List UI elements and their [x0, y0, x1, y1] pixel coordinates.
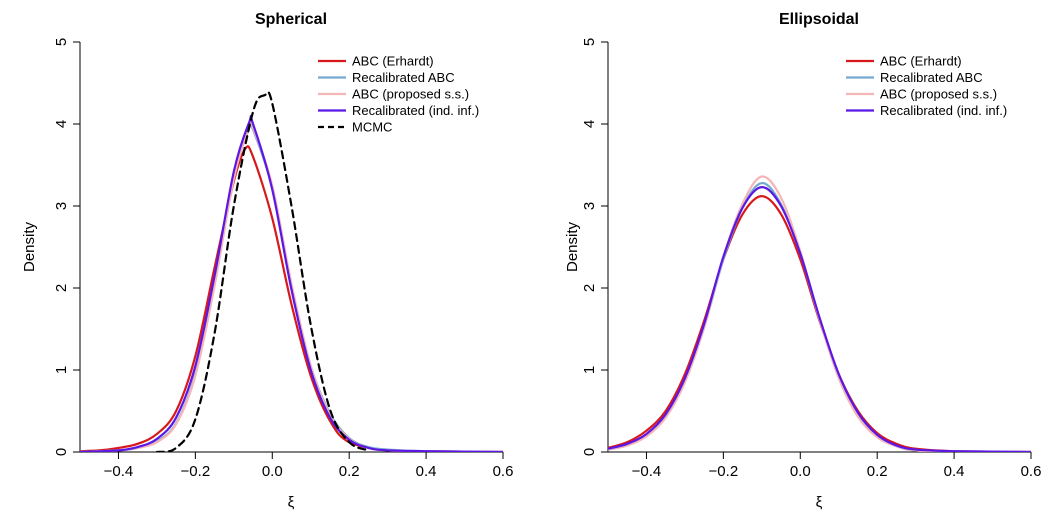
legend-label-recalibrated-ind-inf: Recalibrated (ind. inf.)	[352, 103, 479, 118]
y-tick-label: 4	[53, 120, 70, 128]
x-tick-label: −0.4	[632, 463, 662, 480]
y-tick-label: 4	[581, 120, 598, 128]
series-line-abc-erhardt	[608, 195, 1031, 452]
x-tick-label: 0.6	[1021, 463, 1042, 480]
y-tick-label: 5	[581, 38, 598, 46]
legend-label-abc-proposed-s-s: ABC (proposed s.s.)	[880, 87, 997, 102]
x-tick-label: −0.2	[181, 463, 211, 480]
legend-label-abc-proposed-s-s: ABC (proposed s.s.)	[352, 87, 469, 102]
x-axis-label-ellipsoidal: ξ	[816, 494, 823, 511]
series-line-abc-erhardt	[80, 145, 503, 452]
legend-ellipsoidal: ABC (Erhardt)Recalibrated ABC ABC (propos…	[846, 54, 1007, 118]
y-tick-label: 2	[53, 284, 70, 292]
legend-label-recalibrated-abc: Recalibrated ABC	[352, 70, 455, 85]
panel-ellipsoidal: Ellipsoidal ξ Density −0.4 −0.2 0.0 0.2 0.4 0…	[564, 11, 1041, 511]
x-tick-label: 0.0	[790, 463, 811, 480]
x-tick-label: 0.6	[493, 463, 514, 480]
y-axis-label-ellipsoidal: Density	[564, 221, 581, 272]
x-axis-label-spherical: ξ	[288, 494, 295, 511]
series-line-mcmc	[155, 90, 370, 452]
x-tick-label: −0.4	[104, 463, 134, 480]
chart-title-ellipsoidal: Ellipsoidal	[779, 11, 859, 28]
x-tick-label: 0.4	[944, 463, 965, 480]
x-tick-label: −0.2	[709, 463, 739, 480]
y-tick-label: 0	[53, 448, 70, 456]
x-tick-label: 0.4	[416, 463, 437, 480]
y-tick-label: 3	[581, 202, 598, 210]
y-tick-label: 3	[53, 202, 70, 210]
legend-label-mcmc: MCMC	[352, 120, 392, 135]
legend-label-recalibrated-ind-inf: Recalibrated (ind. inf.)	[880, 103, 1007, 118]
x-tick-label: 0.2	[867, 463, 888, 480]
series-line-recalibrated-ind-inf	[608, 186, 1031, 452]
legend-label-abc-erhardt: ABC (Erhardt)	[880, 54, 962, 69]
series-group-spherical	[80, 90, 503, 452]
y-tick-label: 1	[53, 366, 70, 374]
series-group-ellipsoidal	[608, 175, 1031, 452]
y-tick-label: 5	[53, 38, 70, 46]
legend-label-recalibrated-abc: Recalibrated ABC	[880, 70, 983, 85]
x-tick-label: 0.2	[339, 463, 360, 480]
legend-spherical: ABC (Erhardt)Recalibrated ABC ABC (propos…	[318, 54, 479, 135]
x-tick-label: 0.0	[262, 463, 283, 480]
legend-label-abc-erhardt: ABC (Erhardt)	[352, 54, 434, 69]
y-tick-label: 1	[581, 366, 598, 374]
y-tick-label: 0	[581, 448, 598, 456]
y-tick-label: 2	[581, 284, 598, 292]
y-axis-label-spherical: Density	[21, 221, 38, 272]
panel-spherical: Spherical ξ Density −0.4 −0.2 0.0 0.2 0.4 0.6…	[21, 11, 513, 511]
series-line-recalibrated-ind-inf	[80, 114, 503, 452]
chart-title-spherical: Spherical	[255, 11, 327, 28]
